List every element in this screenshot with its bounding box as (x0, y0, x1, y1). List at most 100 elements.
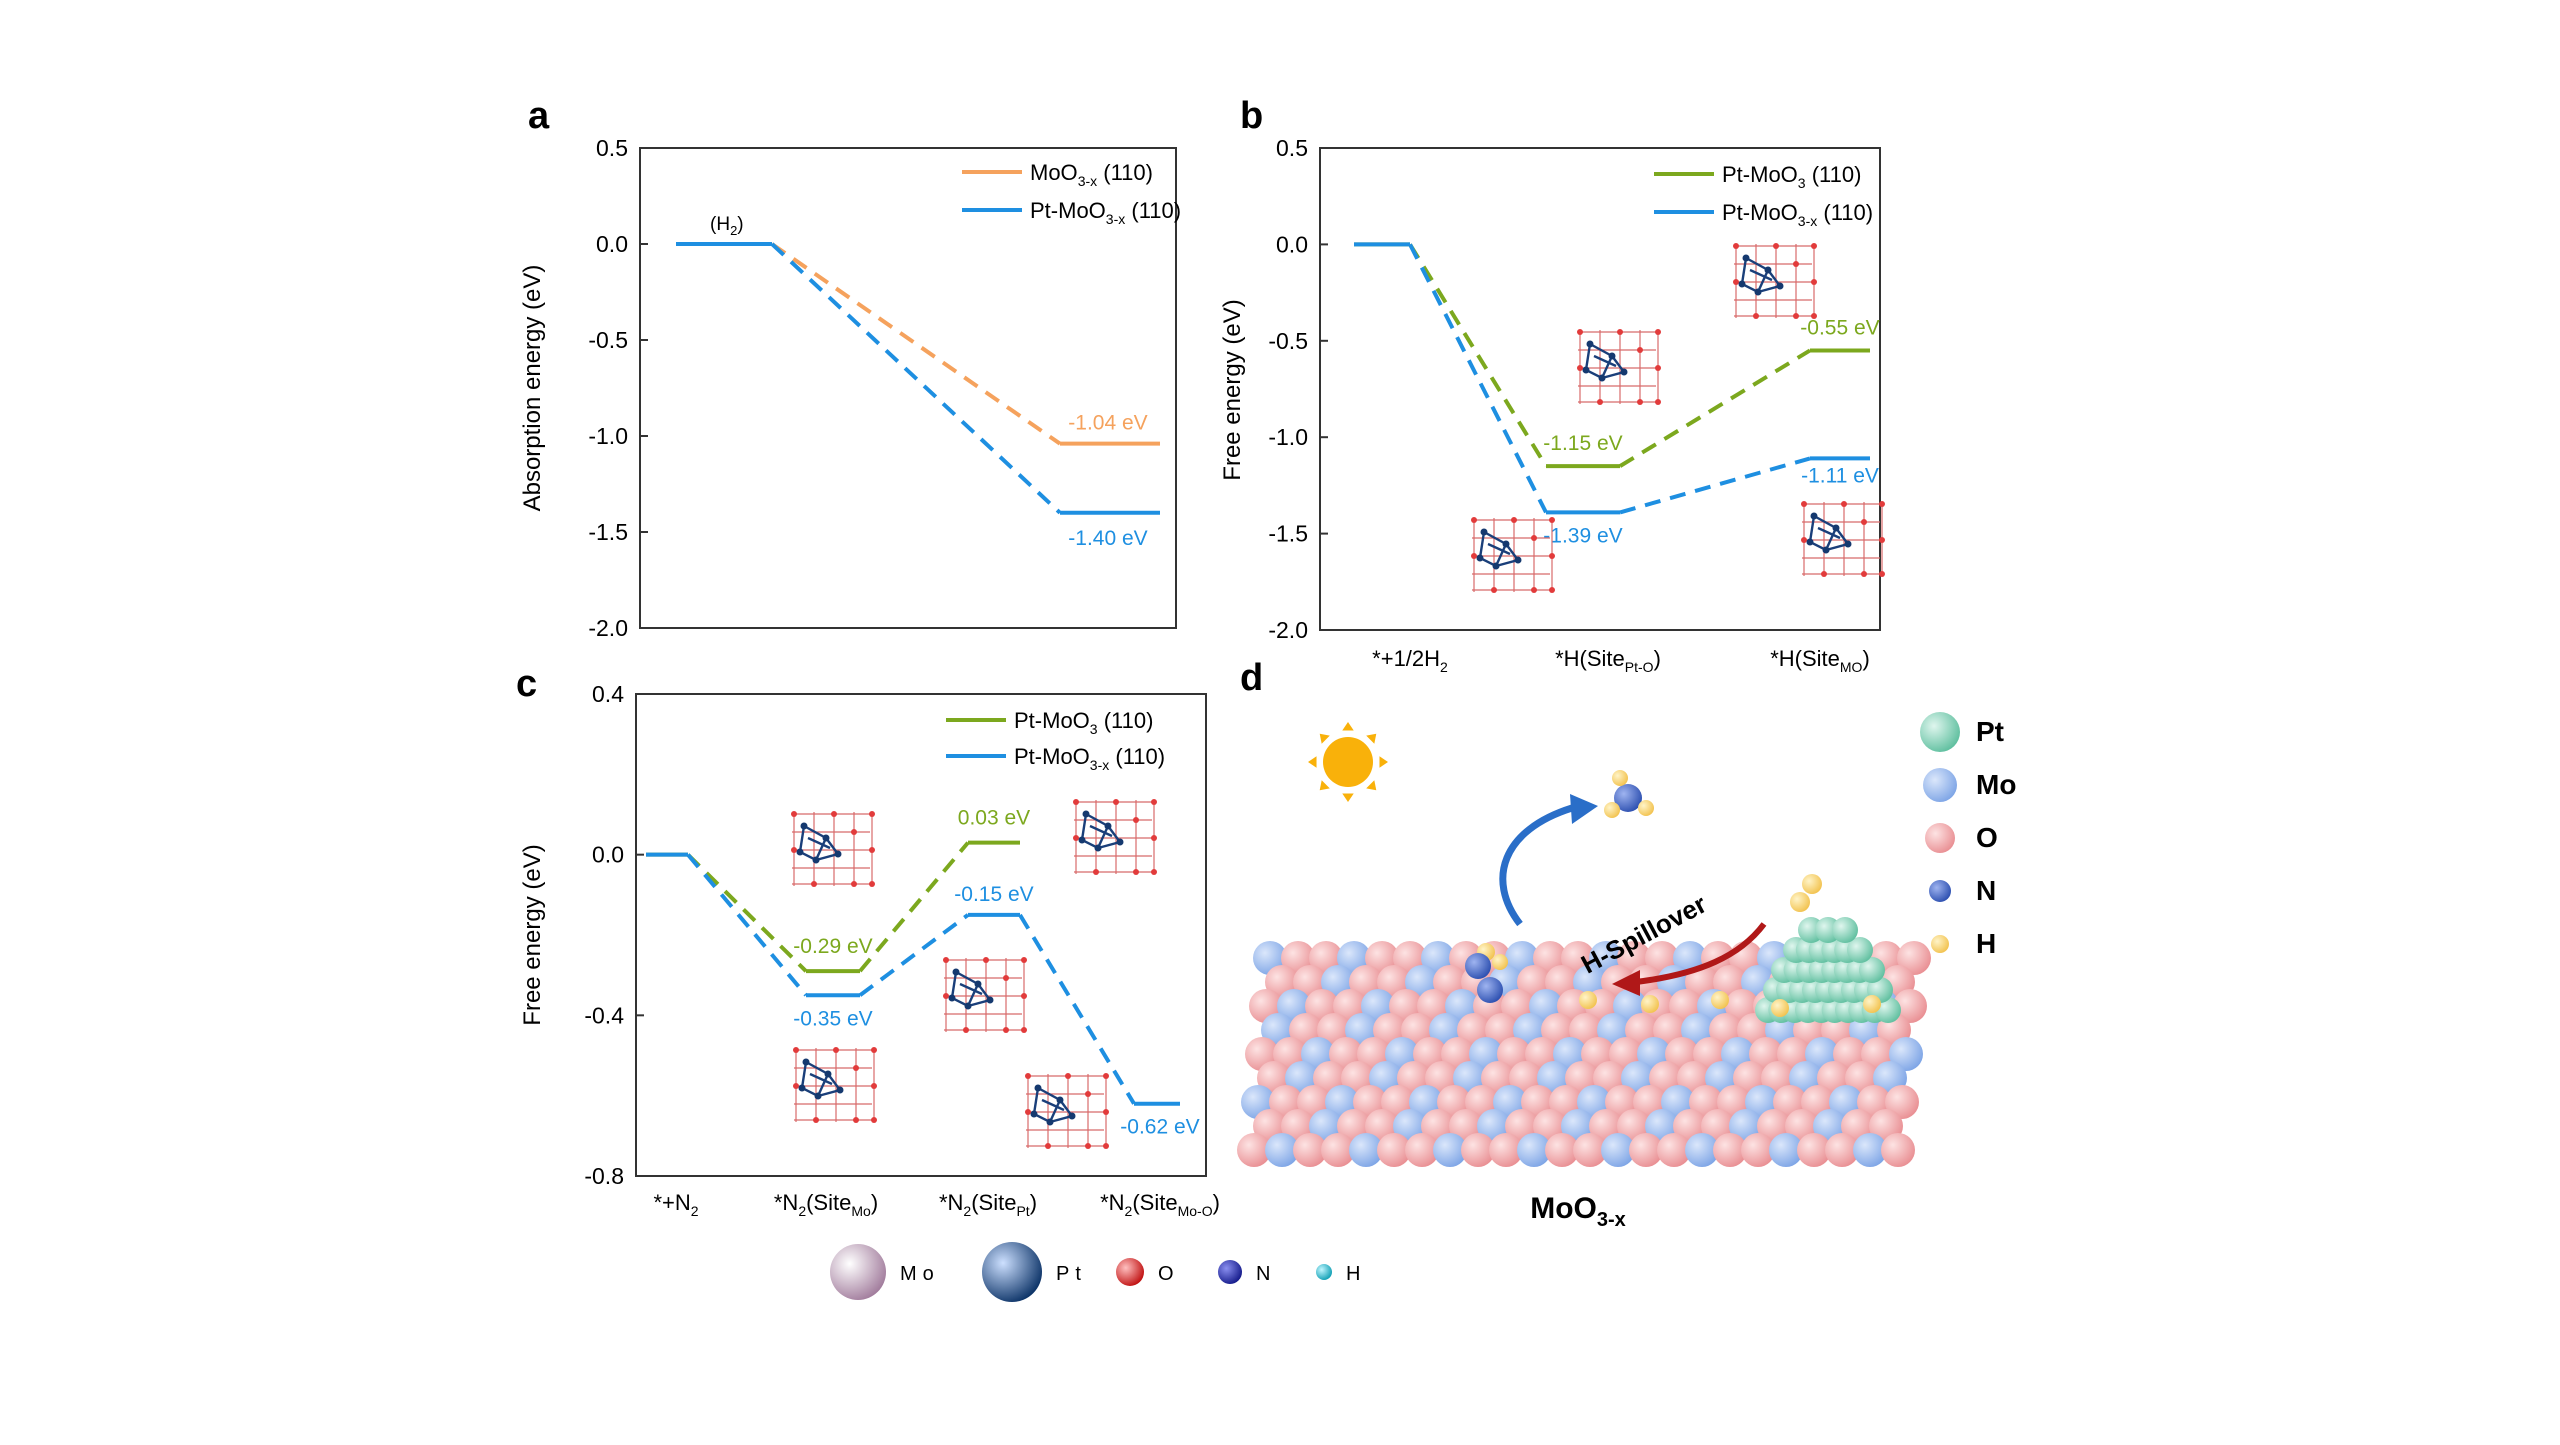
panel-c-connector-pt-moo3x-1 (686, 853, 808, 997)
h2-molecule-atom (1790, 892, 1810, 912)
panel-c-structure-3 (936, 952, 1030, 1035)
panel-b-legend: Pt-MoO3 (110) Pt-MoO3-x (110) (1654, 162, 1873, 229)
panel-b-y-tick-label: 0.0 (1276, 231, 1308, 257)
panel-b-data-label-pt-moo3x-1: -1.39 eV (1543, 524, 1622, 547)
panel-b-y-tick-label: -0.5 (1268, 328, 1308, 354)
panel-b-connector-pt-moo3x-2 (1619, 456, 1811, 515)
panel-a-data-label-pt-moo3x: -1.40 eV (1068, 527, 1147, 550)
panel-b: b 0.5 0.0 -0.5 -1.0 -1.5 -2.0 Free energy (eV… (1219, 95, 1888, 675)
panel-c-structure-5 (1018, 1068, 1112, 1151)
panel-c-connector-pt-moo3-1 (686, 853, 808, 973)
panel-d-legend-swatch-o (1925, 823, 1955, 853)
panel-c-connector-pt-moo3-2 (858, 841, 970, 973)
panel-b-legend-pt-moo3x: Pt-MoO3-x (110) (1722, 200, 1873, 229)
spillover-arrow-icon (1635, 922, 1767, 985)
panel-b-data-label-pt-moo3-2: -0.55 eV (1800, 316, 1879, 339)
panel-b-frame (1319, 147, 1881, 631)
panel-b-y-tick-label: 0.5 (1276, 135, 1308, 161)
panel-c-data-label-pt-moo3x-3: -0.62 eV (1120, 1116, 1199, 1139)
h-atom (1771, 999, 1789, 1017)
panel-c-connector-pt-moo3x-3 (1018, 913, 1136, 1105)
nh3-h-atom (1638, 800, 1654, 816)
h-atom (1579, 991, 1597, 1009)
panel-a-y-tick-label: -1.0 (588, 423, 628, 449)
panel-a-y-tick-label: -0.5 (588, 327, 628, 353)
panel-c-data-label-pt-moo3x-2: -0.15 eV (954, 883, 1033, 906)
panel-b-structure-images (1464, 238, 1888, 595)
atom-legend-label-mo: Mo (900, 1263, 940, 1285)
h2-molecule-atom (1802, 874, 1822, 894)
nh3-h-atom (1604, 802, 1620, 818)
atom-legend-swatch-pt (982, 1242, 1042, 1302)
panel-d-legend-swatch-mo (1923, 768, 1957, 802)
panel-a: a 0.5 0.0 -0.5 -1.0 -1.5 -2.0 Absorption ener… (519, 95, 1181, 641)
panel-b-y-tick-label: -2.0 (1268, 617, 1308, 643)
panel-c: c 0.4 0.0 -0.4 -0.8 Free energy (eV) -0.29 … (516, 663, 1220, 1219)
sun-icon (1308, 722, 1388, 802)
h-atom (1641, 995, 1659, 1013)
panel-b-x-axis: *+1/2H2 *H(SitePt-O) *H(SiteMO) (1372, 646, 1870, 675)
n-atom (1477, 977, 1503, 1003)
panel-c-legend: Pt-MoO3 (110) Pt-MoO3-x (110) (946, 708, 1165, 773)
panel-b-x-tick-1: *H(SitePt-O) (1555, 646, 1661, 675)
panel-a-legend: MoO3-x (110) Pt-MoO3-x (110) (962, 160, 1181, 227)
panel-a-h2-annotation: (H2) (710, 214, 744, 238)
panel-b-connector-pt-moo3-1 (1408, 243, 1548, 468)
panel-b-y-axis-label: Free energy (eV) (1219, 299, 1246, 480)
panel-b-y-tick-label: -1.5 (1268, 521, 1308, 547)
h-atom (1492, 954, 1508, 970)
panel-c-y-axis: 0.4 0.0 -0.4 -0.8 (584, 681, 644, 1189)
panel-c-data-label-pt-moo3-1: -0.29 eV (793, 935, 872, 958)
panel-c-y-tick-label: -0.8 (584, 1163, 624, 1189)
panel-a-frame (639, 147, 1177, 629)
panel-d-legend-label-pt: Pt (1976, 716, 2004, 747)
panel-c-y-tick-label: 0.4 (592, 681, 624, 707)
panel-b-marks: -1.15 eV -0.55 eV -1.39 eV -1.11 eV (1354, 242, 1880, 547)
atom-legend-swatch-o (1116, 1258, 1144, 1286)
panel-a-marks: -1.04 eV -1.40 eV (676, 242, 1160, 550)
panel-c-legend-pt-moo3x: Pt-MoO3-x (110) (1014, 744, 1165, 773)
panel-d-label: d (1240, 657, 1263, 699)
panel-c-y-axis-label: Free energy (eV) (519, 844, 546, 1025)
panel-b-connector-pt-moo3-2 (1618, 348, 1812, 468)
panel-d-legend-swatch-pt (1920, 712, 1960, 752)
nh3-h-atom (1612, 770, 1628, 786)
atom-legend-swatch-h (1316, 1264, 1332, 1280)
h-atom (1863, 995, 1881, 1013)
panel-a-legend-pt-moo3x: Pt-MoO3-x (110) (1030, 198, 1181, 227)
panel-c-y-tick-label: -0.4 (584, 1002, 624, 1028)
panel-c-x-tick-0: *+N2 (653, 1190, 698, 1219)
panel-a-label: a (528, 95, 550, 137)
panel-b-x-tick-0: *+1/2H2 (1372, 646, 1448, 675)
panel-b-structure-bottom-right (1794, 496, 1888, 579)
panel-b-connector-pt-moo3x-1 (1408, 243, 1548, 514)
panel-c-x-tick-2: *N2(SitePt) (939, 1190, 1037, 1219)
atom-legend-label-o: O (1158, 1263, 1180, 1285)
panel-b-x-tick-2: *H(SiteMO) (1770, 646, 1870, 675)
panel-c-structure-4 (786, 1042, 880, 1125)
nh3-n-atom (1614, 784, 1642, 812)
panel-b-structure-mid (1570, 324, 1664, 407)
panel-b-data-label-pt-moo3-1: -1.15 eV (1543, 432, 1622, 455)
panel-b-legend-pt-moo3: Pt-MoO3 (110) (1722, 162, 1861, 191)
panel-b-y-axis: 0.5 0.0 -0.5 -1.0 -1.5 -2.0 (1268, 135, 1328, 643)
panel-d-legend: Pt Mo ONH (1920, 712, 2016, 959)
panel-c-frame (635, 693, 1207, 1177)
panel-a-connector-pt-moo3x (770, 242, 1062, 515)
panel-c-structure-1 (784, 806, 878, 889)
panel-c-label: c (516, 663, 537, 705)
panel-c-y-tick-label: 0.0 (592, 842, 624, 868)
panel-a-y-axis: 0.5 0.0 -0.5 -1.0 -1.5 -2.0 (588, 135, 648, 641)
spillover-arrowhead-icon (1612, 970, 1640, 996)
panel-a-y-tick-label: 0.5 (596, 135, 628, 161)
h-atom (1711, 991, 1729, 1009)
atom-legend-swatch-mo (830, 1244, 886, 1300)
panel-d-legend-swatch-h (1931, 935, 1949, 953)
pt-cluster (1755, 917, 1901, 1023)
panel-c-x-tick-1: *N2(SiteMo) (774, 1190, 878, 1219)
panel-c-legend-pt-moo3: Pt-MoO3 (110) (1014, 708, 1153, 737)
panel-c-marks: -0.29 eV 0.03 eV -0.35 eV -0.15 eV -0.62 eV (646, 807, 1200, 1139)
atom-legend: Mo Pt O N H (830, 1242, 1360, 1302)
